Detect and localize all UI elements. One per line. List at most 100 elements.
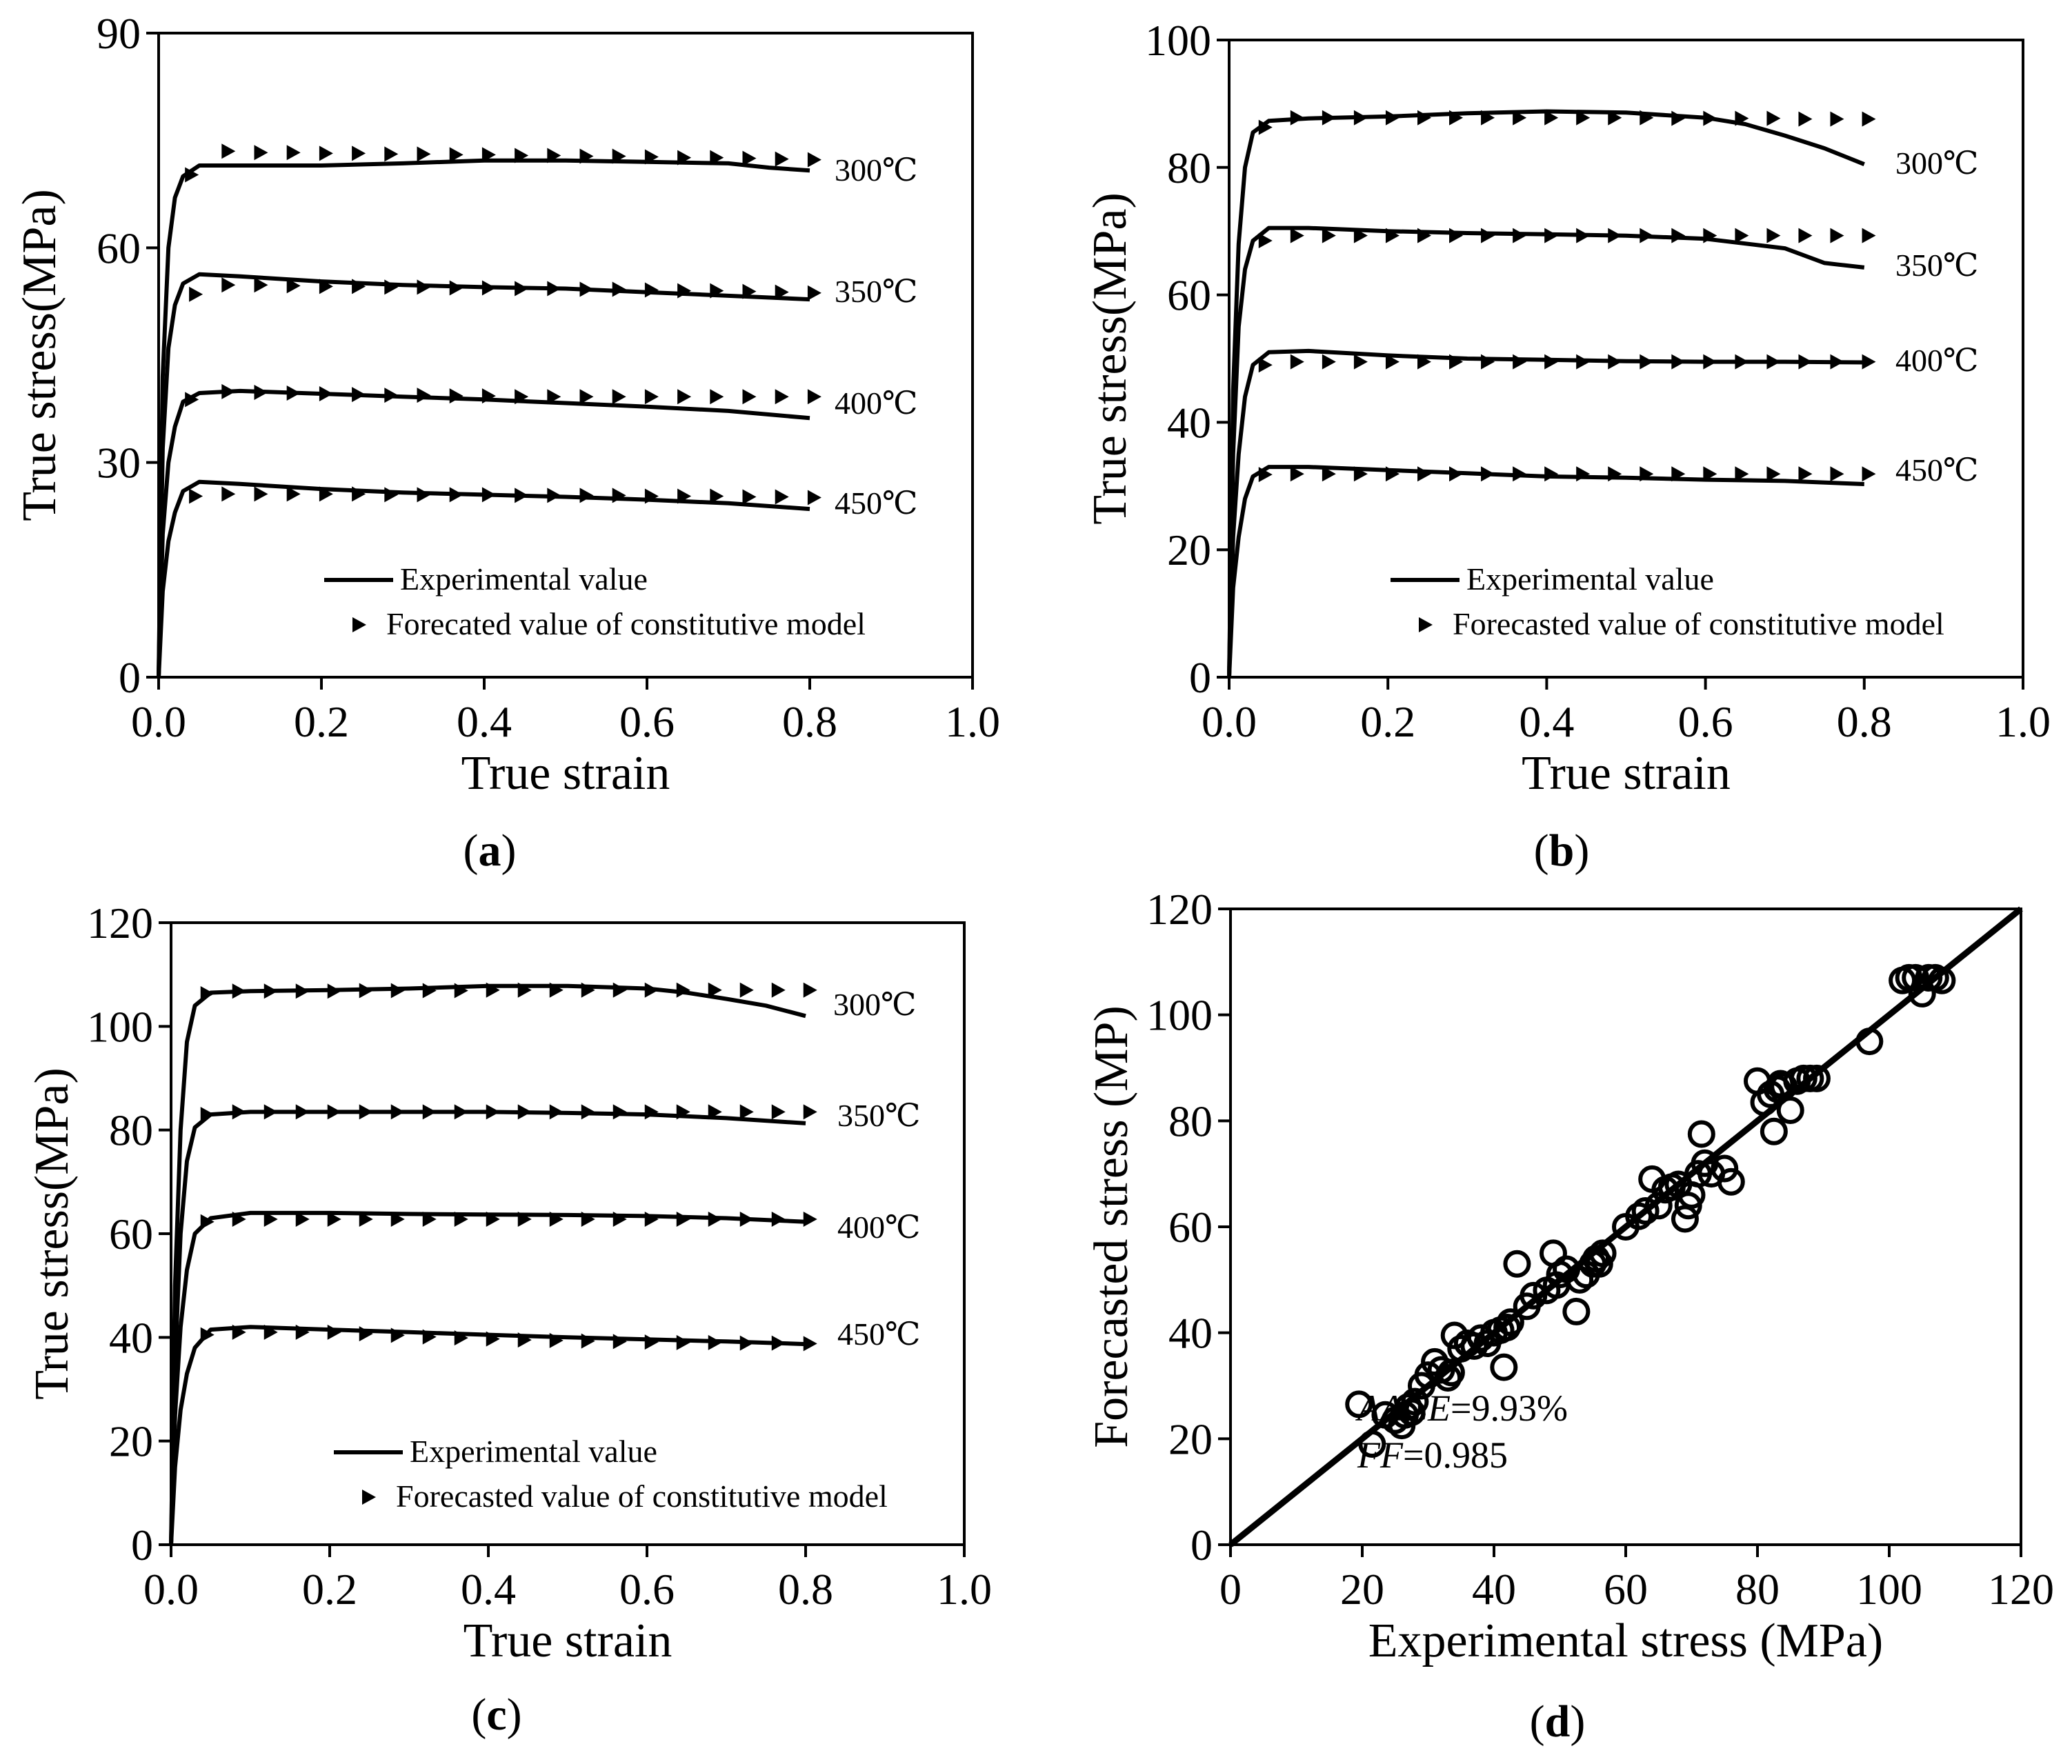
- legend-marker-sample: [352, 617, 366, 632]
- forecast-marker-300c: [1513, 110, 1527, 126]
- y-tick-label: 0: [131, 1521, 153, 1570]
- legend-marker-label: Forecasted value of constitutive model: [396, 1479, 888, 1514]
- forecast-marker-300c: [1353, 110, 1368, 126]
- forecast-marker-300c: [742, 150, 757, 166]
- y-tick-label: 60: [97, 223, 141, 272]
- forecast-marker-300c: [1417, 110, 1431, 126]
- forecast-marker-350c: [263, 1104, 278, 1120]
- forecast-marker-350c: [1322, 228, 1336, 243]
- scatter-point: [1562, 1297, 1591, 1325]
- forecast-marker-400c: [775, 389, 789, 405]
- forecast-marker-400c: [221, 383, 236, 399]
- forecast-marker-350c: [1766, 228, 1781, 243]
- scatter-point: [1546, 1261, 1574, 1289]
- experimental-line-300c: [1227, 109, 1865, 678]
- forecast-marker-450c: [327, 1324, 341, 1340]
- forecast-marker-450c: [263, 1324, 278, 1340]
- forecast-marker-450c: [232, 1324, 246, 1340]
- curve-label-350c: 350℃: [835, 274, 917, 309]
- scatter-point: [1490, 1353, 1518, 1381]
- forecast-marker-350c: [486, 1104, 500, 1120]
- y-tick-label: 20: [1168, 1414, 1213, 1463]
- x-tick-label: 120: [1988, 1565, 2054, 1614]
- experimental-line-300c: [157, 158, 810, 678]
- y-tick-label: 20: [109, 1417, 153, 1466]
- x-tick-label: 0.6: [619, 697, 675, 746]
- forecast-marker-450c: [352, 486, 366, 502]
- forecast-marker-300c: [295, 983, 310, 999]
- forecast-marker-300c: [677, 150, 692, 166]
- reference-line: [1228, 906, 2023, 1547]
- forecast-marker-450c: [1608, 466, 1622, 482]
- forecast-marker-350c: [1640, 228, 1654, 243]
- forecast-marker-450c: [254, 486, 268, 502]
- x-tick-label: 0.6: [1678, 697, 1733, 746]
- scatter-point: [1644, 1192, 1673, 1220]
- panel-c: 0.0 0.2 0.4 0.6 0.8 1.0 0 20 40 60 80 100 120 True st…: [26, 899, 992, 1740]
- forecast-marker-450c: [1417, 466, 1431, 482]
- forecast-marker-450c: [1385, 466, 1399, 482]
- forecast-marker-400c: [807, 389, 821, 405]
- forecast-marker-400c: [200, 1214, 215, 1230]
- forecast-marker-300c: [359, 983, 373, 999]
- panel-label-close: ): [1574, 825, 1589, 876]
- y-axis-title: True stress(MPa): [1084, 192, 1137, 525]
- forecast-marker-300c: [286, 145, 301, 161]
- forecast-marker-450c: [1481, 466, 1495, 482]
- forecast-marker-350c: [771, 1104, 786, 1120]
- forecast-marker-400c: [547, 389, 561, 405]
- forecast-marker-300c: [263, 983, 278, 999]
- experimental-line-400c: [169, 1210, 806, 1545]
- forecast-marker-300c: [612, 148, 626, 164]
- forecast-marker-450c: [1862, 466, 1876, 482]
- x-tick-label: 80: [1735, 1565, 1780, 1614]
- forecast-marker-450c: [775, 489, 789, 505]
- forecast-marker-350c: [232, 1104, 246, 1120]
- forecast-marker-350c: [327, 1104, 341, 1120]
- forecast-marker-300c: [1640, 110, 1654, 126]
- forecast-marker-350c: [1258, 233, 1273, 249]
- forecast-marker-350c: [417, 279, 431, 295]
- y-tick-label: 90: [97, 9, 141, 58]
- forecast-marker-300c: [549, 982, 564, 998]
- forecast-marker-450c: [359, 1326, 373, 1342]
- forecast-marker-300c: [417, 146, 431, 162]
- y-tick-label: 100: [1145, 16, 1211, 65]
- x-tick-label: 0.2: [1360, 697, 1415, 746]
- forecast-marker-350c: [644, 1104, 659, 1120]
- y-axis-title: Forecasted stress (MP): [1085, 1005, 1138, 1448]
- forecast-marker-300c: [200, 985, 215, 1001]
- forecast-marker-400c: [327, 1211, 341, 1227]
- x-tick-label: 0.0: [143, 1565, 199, 1614]
- curve-label-450c: 450℃: [1895, 452, 1978, 488]
- forecast-marker-450c: [1258, 467, 1273, 483]
- forecast-marker-300c: [1671, 110, 1686, 126]
- legend-marker-sample: [1419, 617, 1433, 632]
- forecast-marker-300c: [486, 982, 500, 998]
- forecast-marker-400c: [710, 389, 724, 405]
- experimental-line-400c: [1227, 348, 1864, 678]
- forecast-marker-300c: [319, 146, 333, 161]
- y-axis-title: True stress(MPa): [26, 1068, 79, 1400]
- forecast-marker-400c: [254, 384, 268, 400]
- forecast-marker-450c: [1322, 466, 1336, 482]
- forecast-marker-450c: [612, 1334, 627, 1350]
- x-tick-label: 0.0: [1202, 697, 1257, 746]
- panel-label-open: (: [464, 825, 479, 876]
- panel-label-close: ): [501, 825, 517, 876]
- forecast-marker-350c: [221, 277, 236, 293]
- forecast-marker-400c: [185, 392, 199, 408]
- forecast-marker-400c: [1576, 354, 1591, 370]
- forecast-marker-300c: [352, 146, 366, 161]
- forecast-marker-350c: [1735, 228, 1749, 243]
- forecast-marker-450c: [295, 1324, 310, 1340]
- forecast-marker-300c: [1258, 119, 1273, 135]
- forecast-marker-350c: [1513, 228, 1527, 243]
- forecast-marker-400c: [515, 389, 529, 405]
- y-tick-label: 0: [1191, 1521, 1213, 1570]
- scatter-point: [1760, 1117, 1788, 1145]
- forecast-marker-300c: [710, 150, 724, 166]
- scatter-point: [1687, 1120, 1715, 1148]
- stat-value: 0.985: [1424, 1434, 1508, 1476]
- forecast-marker-450c: [771, 1335, 786, 1351]
